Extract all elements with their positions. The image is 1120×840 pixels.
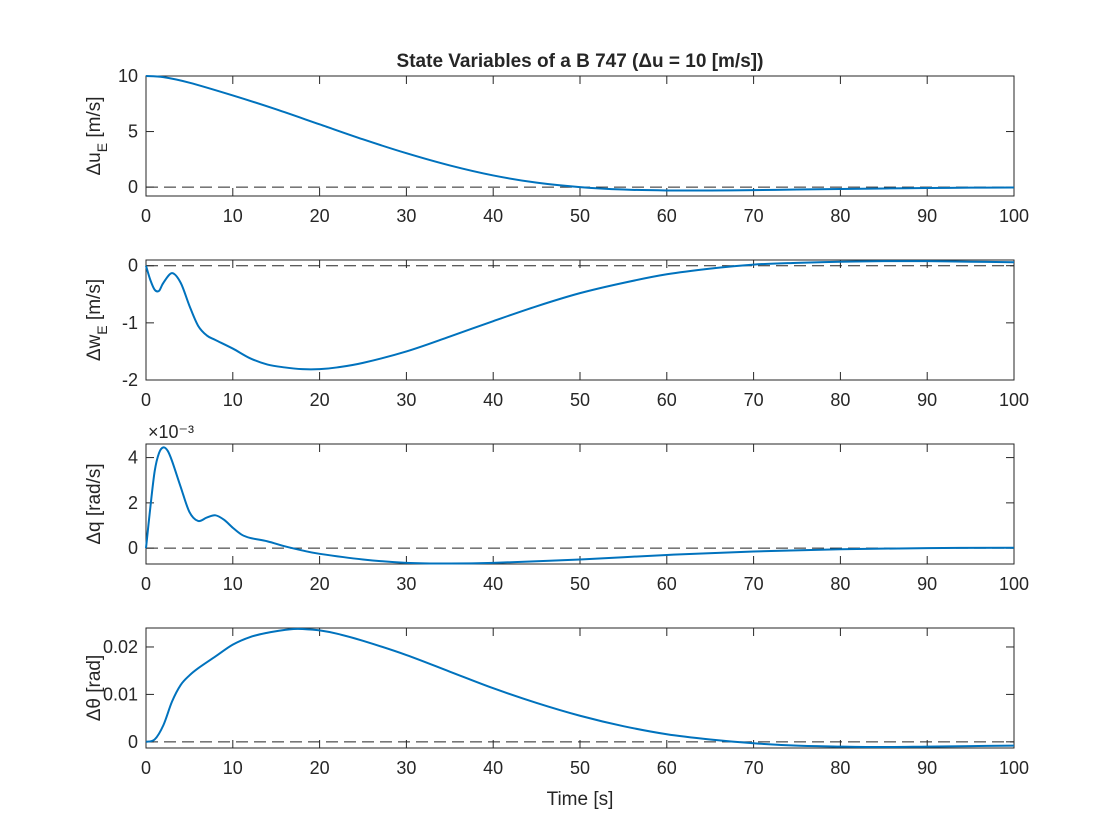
x-tick-label: 70 xyxy=(744,758,764,778)
x-tick-label: 60 xyxy=(657,574,677,594)
x-tick-label: 100 xyxy=(999,206,1029,226)
subplot-1: 0 10 20 30 40 50 60 70 80 90 100 0 5 10 ΔuE [m/s] xyxy=(84,66,1029,226)
y-label-symbol: Δw xyxy=(84,334,105,361)
y-tick-label: 0 xyxy=(128,732,138,752)
x-tick-label: 70 xyxy=(744,206,764,226)
x-tick-label: 80 xyxy=(830,206,850,226)
x-tick-label: 100 xyxy=(999,390,1029,410)
y-label-symbol: Δq xyxy=(84,521,105,544)
x-tick-label: 70 xyxy=(744,574,764,594)
y-label-subscript: E xyxy=(94,143,110,152)
y-axis-label: Δθ [rad] xyxy=(84,655,105,722)
y-tick-label: 0 xyxy=(128,177,138,197)
x-tick-label: 70 xyxy=(744,390,764,410)
subplot-3: 0 10 20 30 40 50 60 70 80 90 100 0 2 4 ×10⁻³ Δq [rad/s] xyxy=(84,422,1029,594)
y-tick-label: -2 xyxy=(122,370,138,390)
x-tick-label: 40 xyxy=(483,390,503,410)
y-tick-label: 2 xyxy=(128,493,138,513)
x-tick-label: 100 xyxy=(999,574,1029,594)
y-exponent-label: ×10⁻³ xyxy=(148,422,194,442)
x-tick-label: 20 xyxy=(310,574,330,594)
x-tick-label: 0 xyxy=(141,390,151,410)
y-tick-label: -1 xyxy=(122,313,138,333)
y-label-unit: [m/s] xyxy=(84,96,105,142)
y-label-subscript: E xyxy=(94,325,110,334)
x-tick-label: 20 xyxy=(310,758,330,778)
axes-box xyxy=(145,627,1015,749)
x-tick-label: 30 xyxy=(396,390,416,410)
y-tick-label: 0 xyxy=(128,256,138,276)
series-line xyxy=(145,446,1015,565)
subplot-2: 0 10 20 30 40 50 60 70 80 90 100 -2 -1 0 ΔwE [m/s] xyxy=(84,256,1029,410)
x-tick-label: 60 xyxy=(657,758,677,778)
x-tick-label: 90 xyxy=(917,206,937,226)
axes-box xyxy=(145,75,1015,197)
x-tick-label: 40 xyxy=(483,574,503,594)
y-tick-label: 5 xyxy=(128,122,138,142)
chart-title: State Variables of a B 747 (Δu = 10 [m/s… xyxy=(397,51,764,72)
y-label-symbol: Δθ xyxy=(84,698,105,721)
x-tick-label: 60 xyxy=(657,206,677,226)
x-tick-label: 40 xyxy=(483,206,503,226)
x-tick-label: 90 xyxy=(917,574,937,594)
y-axis-label: Δq [rad/s] xyxy=(84,463,105,544)
x-tick-label: 10 xyxy=(223,574,243,594)
y-axis-label: ΔwE [m/s] xyxy=(84,279,110,361)
x-tick-label: 60 xyxy=(657,390,677,410)
y-label-unit: [rad/s] xyxy=(84,463,105,521)
x-tick-label: 80 xyxy=(830,758,850,778)
y-label-unit: [rad] xyxy=(84,655,105,698)
x-tick-label: 10 xyxy=(223,390,243,410)
y-tick-label: 10 xyxy=(118,66,138,86)
x-tick-label: 20 xyxy=(310,206,330,226)
x-tick-label: 0 xyxy=(141,206,151,226)
x-tick-label: 10 xyxy=(223,758,243,778)
y-tick-label: 4 xyxy=(128,448,138,468)
x-tick-label: 30 xyxy=(396,206,416,226)
x-tick-label: 50 xyxy=(570,390,590,410)
x-tick-label: 100 xyxy=(999,758,1029,778)
x-tick-label: 40 xyxy=(483,758,503,778)
series-line xyxy=(145,260,1015,371)
y-tick-label: 0.02 xyxy=(103,637,138,657)
y-label-symbol: Δu xyxy=(84,152,105,175)
y-tick-label: 0.01 xyxy=(103,684,138,704)
x-tick-label: 10 xyxy=(223,206,243,226)
x-tick-label: 90 xyxy=(917,758,937,778)
y-axis-label: ΔuE [m/s] xyxy=(84,96,110,175)
x-tick-label: 20 xyxy=(310,390,330,410)
x-tick-label: 0 xyxy=(141,574,151,594)
x-tick-label: 0 xyxy=(141,758,151,778)
y-label-unit: [m/s] xyxy=(84,279,105,325)
x-tick-label: 50 xyxy=(570,758,590,778)
series-line xyxy=(145,75,1015,192)
x-tick-label: 50 xyxy=(570,206,590,226)
x-tick-label: 80 xyxy=(830,390,850,410)
x-tick-label: 50 xyxy=(570,574,590,594)
axes-box xyxy=(145,443,1015,565)
x-tick-label: 30 xyxy=(396,758,416,778)
x-tick-label: 30 xyxy=(396,574,416,594)
x-axis-label: Time [s] xyxy=(547,789,614,810)
x-tick-label: 90 xyxy=(917,390,937,410)
series-line xyxy=(145,627,1015,749)
y-tick-label: 0 xyxy=(128,538,138,558)
x-tick-label: 80 xyxy=(830,574,850,594)
axes-box xyxy=(145,259,1015,381)
